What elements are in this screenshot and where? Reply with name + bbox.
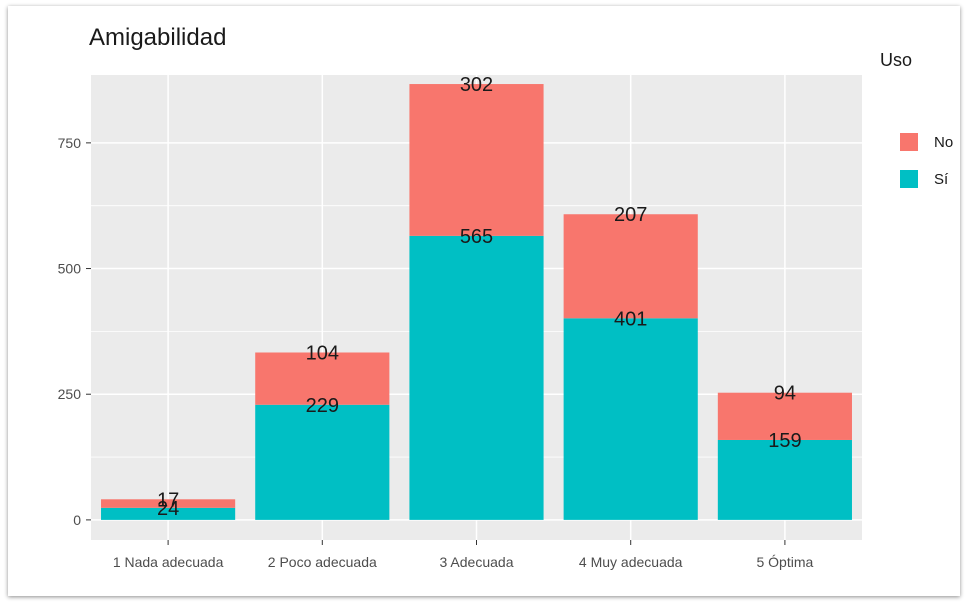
bar-segment-no [563,214,698,319]
data-label-si: 24 [157,498,179,520]
x-tick-label: 2 Poco adecuada [268,554,377,570]
bar-segment-si [255,404,390,520]
x-tick-label: 4 Muy adecuada [579,554,683,570]
x-tick-label: 1 Nada adecuada [113,554,224,570]
chart-title: Amigabilidad [89,24,227,51]
legend-title: Uso [880,50,913,70]
data-label-si: 229 [306,395,339,417]
bar-segment-no [101,499,236,508]
bar-segment-no [255,352,390,405]
bar-segment-si [563,318,698,520]
y-tick-label: 0 [73,512,81,528]
data-label-no: 17 [157,489,179,511]
data-label-si: 159 [768,430,801,452]
data-label-si: 565 [460,226,493,248]
legend-label-si: Sí [934,171,949,188]
bar-segment-si [409,235,544,520]
bar-segment-no [717,392,852,440]
legend-label-no: No [934,134,954,151]
y-tick-label: 250 [58,386,82,402]
x-tick-label: 5 Óptima [756,554,813,570]
legend-key-si [900,170,918,188]
axes: 0 250 500 750 1 Nada adecuada 2 Poco adecuada… [58,135,814,570]
y-tick-label: 500 [58,261,82,277]
data-label-no: 94 [774,383,796,405]
y-tick-label: 750 [58,135,82,151]
data-label-no: 207 [614,204,647,226]
legend-key-no [900,133,918,151]
bar-segment-si [101,507,236,520]
bar-segment-no [409,84,544,236]
x-tick-label: 3 Adecuada [440,554,514,570]
bar-segment-si [717,439,852,520]
bars [101,84,852,520]
data-label-no: 302 [460,74,493,96]
data-label-no: 104 [306,342,339,364]
data-label-si: 401 [614,308,647,330]
